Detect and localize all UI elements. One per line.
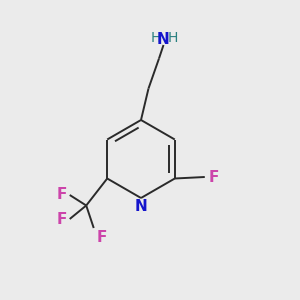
Text: F: F xyxy=(57,212,67,226)
Text: N: N xyxy=(135,199,147,214)
Text: F: F xyxy=(96,230,106,244)
Text: N: N xyxy=(157,32,170,47)
Text: H: H xyxy=(167,32,178,45)
Text: F: F xyxy=(208,169,219,184)
Text: H: H xyxy=(151,32,161,45)
Text: F: F xyxy=(57,187,67,202)
